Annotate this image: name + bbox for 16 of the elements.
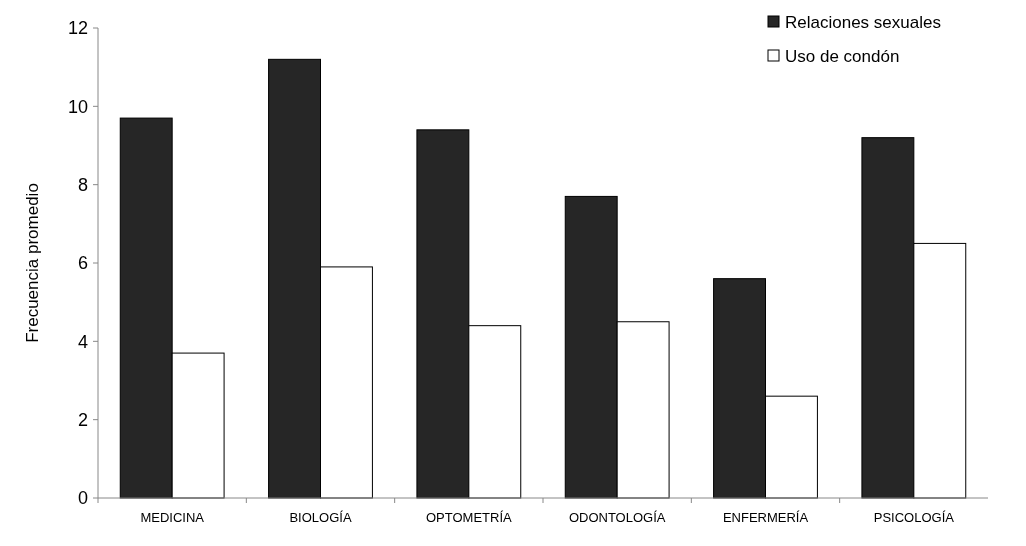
y-tick-label: 10: [67, 96, 88, 117]
legend-label: Uso de condón: [785, 46, 900, 66]
y-tick-label: 8: [77, 174, 88, 195]
y-tick-label: 12: [67, 18, 88, 39]
y-axis-title: Frecuencia promedio: [23, 183, 42, 343]
legend-label: Relaciones sexuales: [785, 12, 941, 32]
y-tick-label: 2: [77, 409, 88, 430]
x-tick-label: MEDICINA: [140, 510, 205, 525]
x-tick-label: OPTOMETRÍA: [425, 510, 513, 525]
x-tick-label: ODONTOLOGÍA: [568, 510, 666, 525]
y-tick-label: 6: [77, 253, 88, 274]
y-tick-label: 4: [77, 331, 88, 352]
x-tick-label: ENFERMERÍA: [722, 510, 809, 525]
x-tick-label: PSICOLOGÍA: [873, 510, 955, 525]
x-tick-label: BIOLOGÍA: [289, 510, 352, 525]
y-tick-label: 0: [77, 488, 88, 509]
